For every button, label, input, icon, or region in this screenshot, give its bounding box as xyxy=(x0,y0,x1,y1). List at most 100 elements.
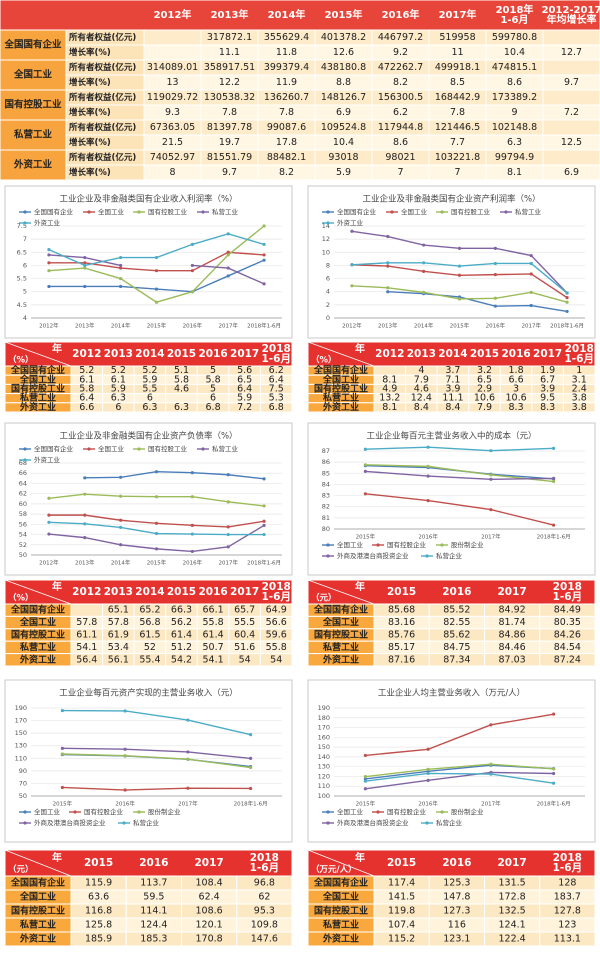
point xyxy=(47,269,51,273)
data-cell xyxy=(70,603,104,617)
cell-value: 62 xyxy=(258,892,270,903)
corner-label: 年 xyxy=(355,851,365,864)
column-header: 1-6月 xyxy=(250,862,279,874)
cell-value: 85.62 xyxy=(443,630,470,641)
data-cell xyxy=(542,89,600,106)
point xyxy=(83,513,87,517)
cell-value: 65.2 xyxy=(139,605,160,616)
legend-marker xyxy=(23,221,27,225)
point xyxy=(226,500,230,504)
cell-value: 98021 xyxy=(385,152,415,163)
cell-value: 7.9 xyxy=(477,402,492,413)
x-tick-label: 2017年 xyxy=(521,322,541,330)
cell-value: 85.17 xyxy=(388,642,415,653)
x-tick-label: 2015年 xyxy=(356,800,376,808)
column-header: 2018年 xyxy=(496,3,534,16)
x-tick-label: 2018年1-6月 xyxy=(550,322,584,330)
point xyxy=(83,255,87,260)
point xyxy=(47,513,51,517)
table-header xyxy=(4,579,293,605)
cell-value: 3.1 xyxy=(572,374,587,385)
cell-value: 119029.72 xyxy=(147,92,198,103)
point xyxy=(552,712,556,716)
cell-value: 168442.9 xyxy=(435,92,480,103)
cell-value: 499918.1 xyxy=(435,62,480,73)
series-line xyxy=(62,753,251,769)
row-label: 全国工业 xyxy=(322,373,359,385)
cell-value: 56.4 xyxy=(76,654,97,665)
series-line xyxy=(365,713,554,757)
cell-value: 4.9 xyxy=(382,384,397,395)
row-label: 外资工业 xyxy=(322,653,359,665)
y-tick-label: 6 xyxy=(326,275,330,283)
point xyxy=(119,543,123,547)
cell-value: 9.3 xyxy=(165,107,180,118)
chart-frame xyxy=(4,679,293,843)
cell-value: 116 xyxy=(448,920,466,931)
table-header xyxy=(307,849,596,877)
corner-label: （%） xyxy=(8,355,34,366)
cell-value: 88482.1 xyxy=(267,152,306,163)
row-label: 国有控股工业 xyxy=(314,629,368,641)
cell-value: 87.03 xyxy=(499,654,526,665)
point xyxy=(262,477,266,481)
x-tick-label: 2016年 xyxy=(115,800,135,808)
cell-value: 131.5 xyxy=(499,878,526,889)
x-tick-label: 2017年 xyxy=(218,322,238,330)
cell-value: 5.2 xyxy=(79,365,94,376)
cell-value: 109.8 xyxy=(251,920,278,931)
column-header: 2015 xyxy=(387,586,416,598)
cell-value: 6.3 xyxy=(507,137,522,148)
x-tick-label: 2017年 xyxy=(481,800,501,808)
column-header: 2012 xyxy=(72,586,101,598)
row-label: 全国国有企业 xyxy=(313,364,368,376)
chart-frame xyxy=(4,422,293,576)
row-label: 外资工业 xyxy=(19,653,56,665)
cell-value: 54.1 xyxy=(76,642,97,653)
cell-value: 123 xyxy=(558,920,576,931)
column-header: 2016年 xyxy=(382,8,420,21)
cell-value: 147.6 xyxy=(251,934,278,945)
legend-marker xyxy=(23,821,27,825)
point xyxy=(493,246,497,250)
y-tick-label: 190 xyxy=(318,704,330,712)
cell-value: 84.54 xyxy=(554,642,581,653)
cell-value: 6.2 xyxy=(393,107,408,118)
x-tick-label: 2015年 xyxy=(450,322,470,330)
x-tick-label: 2018年1-6月 xyxy=(247,322,281,330)
row-label: 所有者权益(亿元) xyxy=(68,62,136,73)
cell-value: 93018 xyxy=(328,152,358,163)
point xyxy=(262,224,266,228)
corner-diagonal xyxy=(4,341,72,367)
point xyxy=(154,521,159,525)
point xyxy=(457,264,462,268)
point xyxy=(363,779,367,783)
cell-value: 6.6 xyxy=(509,374,524,385)
point xyxy=(226,232,230,236)
cell-value: 55.4 xyxy=(139,654,160,665)
point xyxy=(552,523,556,527)
cell-value: 6.2 xyxy=(269,365,284,376)
y-tick-label: 110 xyxy=(318,782,330,790)
data-cell xyxy=(143,44,202,61)
point xyxy=(226,250,230,254)
legend-marker xyxy=(326,554,330,558)
cell-value: 67363.05 xyxy=(150,122,195,133)
cell-value: 6.3 xyxy=(142,402,157,413)
point xyxy=(154,495,159,499)
column-header: 2013 xyxy=(407,348,436,360)
cell-value: 8.6 xyxy=(393,137,408,148)
point xyxy=(60,785,64,790)
cell-value: 8.3 xyxy=(540,402,555,413)
y-tick-label: 120 xyxy=(318,772,330,780)
corner-diagonal xyxy=(4,849,72,877)
cell-value: 127.8 xyxy=(554,906,581,917)
point xyxy=(190,471,194,475)
point xyxy=(493,261,497,266)
cell-value: 65.1 xyxy=(108,605,129,616)
point xyxy=(226,274,230,278)
y-tick-label: 130 xyxy=(15,742,27,750)
chart-title: 工业企业每百元资产实现的主营业务收入（元） xyxy=(59,688,238,699)
point xyxy=(552,446,556,450)
row-label: 私营工业 xyxy=(322,641,359,653)
